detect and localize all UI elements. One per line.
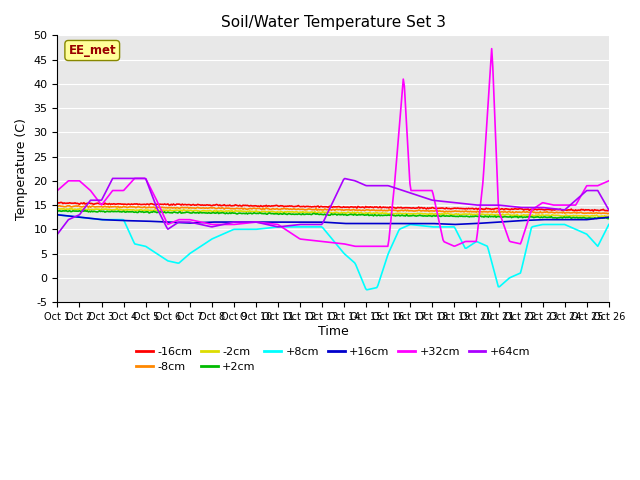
-8cm	[593, 210, 600, 216]
Line: +2cm: +2cm	[58, 211, 609, 218]
-16cm	[507, 207, 515, 213]
-2cm	[54, 206, 61, 212]
Line: -16cm: -16cm	[58, 203, 609, 211]
+16cm	[593, 216, 600, 221]
Line: +8cm: +8cm	[58, 215, 609, 290]
-16cm	[594, 207, 602, 213]
Line: -2cm: -2cm	[58, 208, 609, 217]
+64cm	[320, 218, 328, 224]
+8cm	[319, 225, 326, 230]
+32cm	[508, 239, 515, 245]
+64cm	[109, 176, 116, 181]
+16cm	[54, 212, 61, 217]
+16cm	[451, 222, 458, 228]
Title: Soil/Water Temperature Set 3: Soil/Water Temperature Set 3	[221, 15, 445, 30]
-2cm	[383, 210, 390, 216]
Line: +64cm: +64cm	[58, 179, 609, 234]
+2cm	[507, 214, 515, 219]
+32cm	[353, 243, 361, 249]
+16cm	[352, 221, 360, 227]
-8cm	[54, 203, 61, 209]
+2cm	[317, 211, 324, 217]
+32cm	[316, 238, 323, 244]
+32cm	[54, 188, 61, 193]
-16cm	[320, 204, 328, 210]
-2cm	[317, 210, 324, 216]
+8cm	[605, 222, 612, 228]
-2cm	[600, 214, 607, 220]
+32cm	[383, 243, 390, 249]
-8cm	[507, 209, 515, 215]
-16cm	[353, 205, 361, 211]
+2cm	[320, 212, 328, 217]
Legend: -16cm, -8cm, -2cm, +2cm, +8cm, +16cm, +32cm, +64cm: -16cm, -8cm, -2cm, +2cm, +8cm, +16cm, +3…	[131, 342, 535, 376]
-8cm	[353, 207, 361, 213]
+16cm	[319, 219, 326, 225]
Text: EE_met: EE_met	[68, 44, 116, 57]
-2cm	[605, 214, 612, 219]
+64cm	[317, 222, 324, 228]
+2cm	[81, 208, 89, 214]
+64cm	[507, 204, 515, 209]
+8cm	[593, 242, 600, 248]
-16cm	[605, 207, 612, 213]
+64cm	[353, 179, 361, 184]
+2cm	[593, 216, 600, 221]
+16cm	[381, 221, 389, 227]
-2cm	[320, 210, 328, 216]
-2cm	[66, 205, 74, 211]
X-axis label: Time: Time	[317, 324, 349, 337]
-8cm	[320, 207, 328, 213]
+32cm	[319, 239, 326, 244]
+16cm	[507, 218, 515, 224]
+8cm	[507, 275, 515, 280]
-8cm	[605, 211, 612, 216]
+8cm	[383, 255, 390, 261]
+64cm	[593, 188, 600, 193]
-16cm	[383, 205, 390, 211]
-8cm	[56, 203, 63, 209]
Line: +16cm: +16cm	[58, 215, 609, 225]
-2cm	[353, 210, 361, 216]
-8cm	[383, 208, 390, 214]
+32cm	[488, 46, 495, 51]
Line: +32cm: +32cm	[58, 48, 609, 246]
+32cm	[352, 243, 360, 249]
-16cm	[317, 204, 324, 209]
+8cm	[54, 212, 61, 217]
-16cm	[57, 200, 65, 205]
+2cm	[54, 208, 61, 214]
+8cm	[363, 287, 371, 293]
-2cm	[593, 212, 600, 218]
-16cm	[54, 200, 61, 205]
+16cm	[605, 215, 612, 220]
+8cm	[316, 224, 323, 230]
+64cm	[54, 231, 61, 237]
+2cm	[353, 212, 361, 218]
+32cm	[605, 178, 612, 184]
Line: -8cm: -8cm	[58, 206, 609, 214]
Y-axis label: Temperature (C): Temperature (C)	[15, 118, 28, 220]
-8cm	[317, 207, 324, 213]
+8cm	[352, 262, 360, 267]
+16cm	[316, 219, 323, 225]
-2cm	[507, 212, 515, 218]
+64cm	[383, 183, 390, 189]
+64cm	[605, 207, 612, 213]
-16cm	[589, 208, 597, 214]
+2cm	[605, 216, 612, 221]
-8cm	[604, 211, 612, 216]
+2cm	[383, 213, 390, 218]
+32cm	[594, 183, 602, 189]
